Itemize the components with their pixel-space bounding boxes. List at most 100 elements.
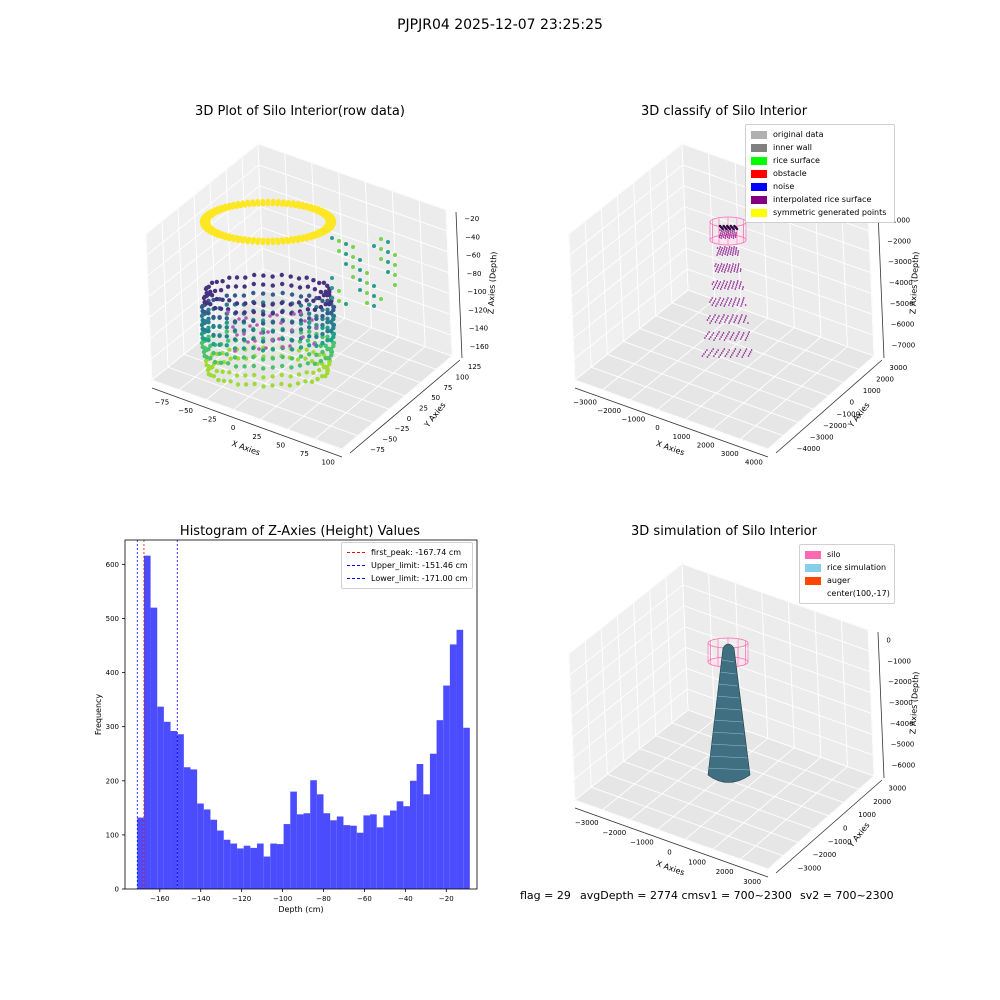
point-marker <box>218 288 224 293</box>
point-marker <box>748 331 750 333</box>
x-axis-line <box>574 807 769 878</box>
grid-line <box>616 615 624 762</box>
point-marker <box>206 284 211 289</box>
point-marker <box>717 333 719 335</box>
point-marker <box>270 356 276 361</box>
point-marker <box>217 324 222 329</box>
y-tick-label: 3000 <box>889 364 907 372</box>
point-marker <box>224 320 229 325</box>
point-marker <box>733 270 735 272</box>
point-marker <box>734 319 736 321</box>
point-marker <box>714 314 716 316</box>
point-marker <box>704 337 706 339</box>
legend-label: Lower_limit: -171.00 cm <box>371 574 468 583</box>
point-marker <box>739 349 742 351</box>
point-marker <box>251 345 256 351</box>
y-tick-label: 0 <box>850 399 854 407</box>
point-marker <box>233 364 239 369</box>
point-marker <box>208 302 213 307</box>
point-marker <box>235 201 241 206</box>
point-marker <box>718 283 721 285</box>
point-marker <box>728 227 732 231</box>
grid-line <box>600 208 608 355</box>
point-marker <box>337 239 341 243</box>
y-axis-line <box>775 779 883 874</box>
point-marker <box>738 320 741 322</box>
point-marker <box>321 365 327 370</box>
grid-line <box>263 289 453 357</box>
legend-label: center(100,-17) <box>827 589 890 598</box>
point-marker <box>740 281 742 283</box>
grid-line <box>209 182 217 329</box>
point-marker <box>750 349 753 351</box>
x-tick-label: −40 <box>398 895 413 903</box>
point-marker <box>211 323 216 329</box>
point-marker <box>331 218 337 223</box>
grid-line <box>740 766 848 860</box>
point-marker <box>712 332 715 334</box>
point-marker <box>718 236 721 238</box>
point-marker <box>713 355 715 357</box>
point-marker <box>251 309 256 315</box>
point-marker <box>300 237 305 243</box>
point-marker <box>709 315 711 317</box>
point-marker <box>211 341 216 347</box>
point-marker <box>748 353 751 355</box>
point-marker <box>241 355 247 360</box>
x-axis-label: X Axies <box>655 439 686 458</box>
point-marker <box>206 371 211 377</box>
point-marker <box>328 338 334 343</box>
point-marker <box>327 289 332 295</box>
point-marker <box>725 249 728 251</box>
legend-label: Upper_limit: -151.46 cm <box>371 561 468 570</box>
point-marker <box>729 302 731 304</box>
point-marker <box>714 353 717 355</box>
grid-line <box>584 641 592 788</box>
point-marker <box>251 281 256 287</box>
point-marker <box>734 253 737 255</box>
point-marker <box>738 331 740 333</box>
point-marker <box>715 319 718 321</box>
point-marker <box>727 333 729 335</box>
point-marker <box>305 361 311 366</box>
grid-line <box>568 233 576 381</box>
point-marker <box>717 349 719 351</box>
histogram-bar <box>150 607 158 889</box>
x-tick-label: 4000 <box>745 459 763 467</box>
z-axis-line <box>877 211 885 359</box>
point-marker <box>714 265 716 267</box>
grid-line <box>574 799 769 870</box>
point-marker <box>318 358 324 364</box>
point-marker <box>279 381 284 387</box>
point-marker <box>237 317 241 321</box>
point-marker <box>218 360 224 365</box>
point-marker <box>711 297 713 299</box>
grid-line <box>687 289 875 357</box>
point-marker <box>314 326 318 330</box>
point-marker <box>735 232 737 234</box>
point-marker <box>718 331 720 333</box>
y-tick-label: 500 <box>106 615 119 623</box>
point-marker <box>741 356 743 358</box>
point-marker <box>718 269 720 271</box>
point-marker <box>261 384 266 389</box>
grid-line <box>649 589 657 736</box>
grid-line <box>840 200 848 347</box>
point-marker <box>206 325 211 330</box>
point-marker <box>270 292 276 297</box>
point-marker <box>735 317 737 319</box>
point-marker <box>270 338 274 342</box>
point-marker <box>706 319 709 321</box>
grid-line <box>684 327 795 420</box>
point-marker <box>734 339 736 341</box>
point-marker <box>253 339 257 343</box>
x-tick-label: 0 <box>231 424 235 432</box>
point-marker <box>732 283 735 285</box>
axes-frame <box>124 539 478 890</box>
point-marker <box>243 275 248 280</box>
plot1-title: 3D Plot of Silo Interior(row data) <box>195 104 405 119</box>
point-marker <box>305 307 311 312</box>
point-marker <box>270 320 276 325</box>
point-marker <box>351 265 355 269</box>
y-tick-label: 1000 <box>858 811 876 819</box>
